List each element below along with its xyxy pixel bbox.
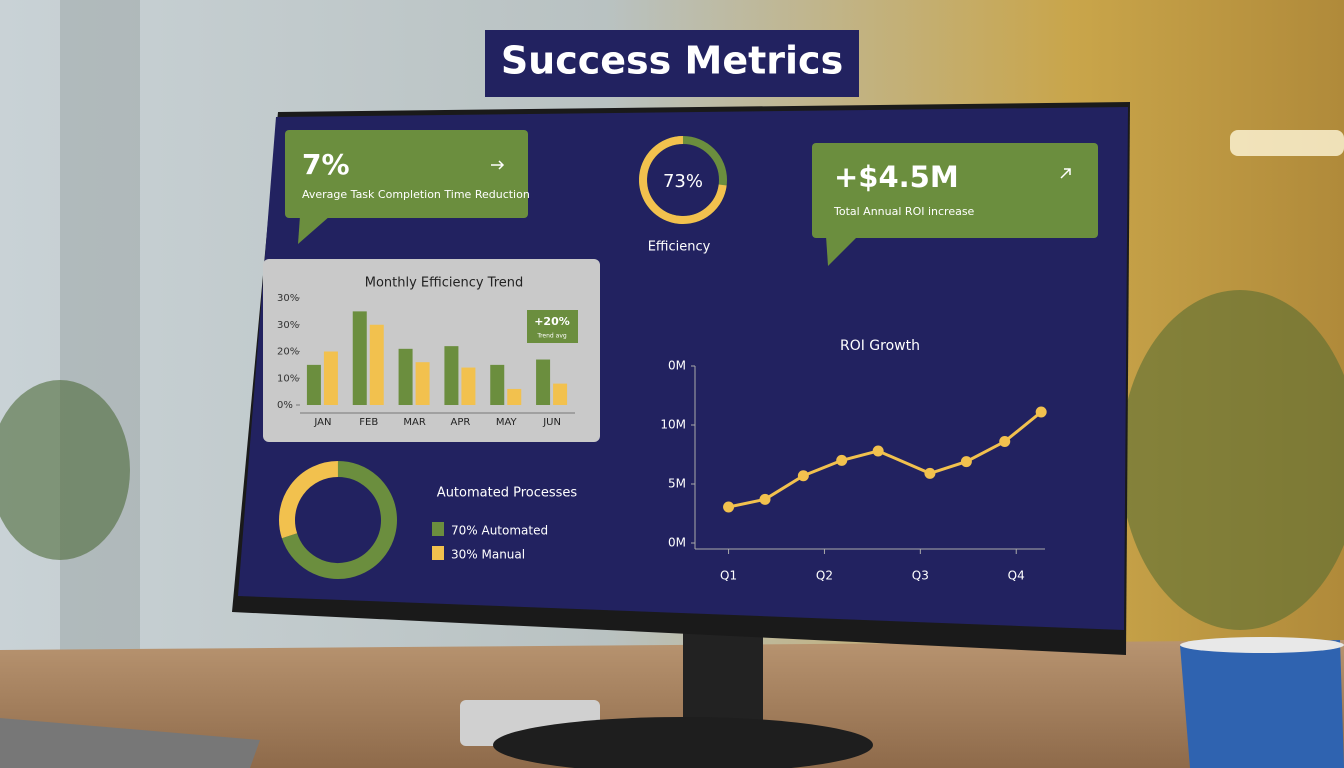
chart-title: ROI Growth	[840, 338, 920, 354]
y-tick-label: 10M	[660, 418, 686, 432]
annotation-value: +20%	[534, 315, 570, 328]
point	[1035, 406, 1047, 418]
x-tick-label: Q3	[912, 569, 929, 583]
y-tick-label: 0M	[668, 359, 686, 373]
point	[960, 456, 972, 468]
point	[723, 501, 735, 513]
bar	[553, 383, 568, 405]
x-tick-label: FEB	[359, 417, 378, 428]
desk	[0, 640, 1344, 768]
card-tail	[298, 216, 330, 244]
y-tick-label: 30%	[277, 320, 299, 331]
kpi-card	[285, 130, 528, 218]
arrow-icon	[1060, 168, 1071, 179]
bar	[490, 364, 505, 405]
chart-title: Monthly Efficiency Trend	[365, 276, 524, 291]
bar	[398, 348, 413, 405]
mug-rim	[1180, 637, 1344, 653]
plant	[0, 380, 130, 560]
x-tick-label: Q1	[720, 569, 737, 583]
bar	[507, 388, 522, 405]
arrow-icon	[491, 160, 505, 170]
y-tick-label: 0M	[668, 536, 686, 550]
x-tick-label: JAN	[313, 417, 331, 428]
legend-label: 30% Manual	[451, 548, 525, 562]
donut-slice	[281, 461, 397, 579]
point	[797, 470, 809, 482]
point	[924, 467, 936, 479]
window-frame	[60, 0, 140, 660]
x-tick-label: APR	[451, 417, 471, 428]
y-tick-label: 5M	[668, 477, 686, 491]
point	[759, 493, 771, 505]
bar	[444, 346, 459, 405]
kpi-label: Total Annual ROI increase	[833, 205, 975, 218]
annotation-box	[527, 310, 578, 343]
gauge-arc	[639, 136, 727, 224]
annotation-note: Trend avg	[536, 333, 567, 340]
y-tick-label: 30%	[277, 293, 299, 304]
plant	[1120, 290, 1344, 630]
mug	[1180, 640, 1344, 768]
bar	[415, 362, 430, 405]
header-bg	[485, 30, 859, 97]
donut-slice	[279, 461, 339, 539]
monitor-base	[493, 717, 873, 768]
kpi-value: 7%	[302, 148, 350, 181]
x-tick-label: Q2	[816, 569, 833, 583]
legend-label: 70% Automated	[451, 524, 548, 538]
kpi-label: Average Task Completion Time Reduction	[302, 188, 530, 201]
y-tick-label: 10%	[277, 373, 299, 384]
y-tick-label: 20%	[277, 347, 299, 358]
bar	[369, 324, 384, 405]
monitor-stand	[683, 630, 763, 730]
chart-title: Automated Processes	[437, 486, 578, 501]
point	[872, 445, 884, 457]
kpi-card	[812, 143, 1098, 238]
y-tick-label: 0%	[277, 400, 293, 411]
gauge-label: 73%	[663, 171, 703, 192]
point	[999, 436, 1011, 448]
gauge-caption: Efficiency	[648, 240, 711, 255]
bar	[536, 359, 551, 405]
point	[836, 454, 848, 466]
card-tail	[826, 236, 858, 266]
x-tick-label: Q4	[1008, 569, 1025, 583]
legend-swatch	[432, 522, 444, 536]
x-tick-label: JUN	[542, 417, 561, 428]
x-tick-label: MAR	[403, 417, 425, 428]
keyboard	[0, 718, 260, 768]
header-title: Success Metrics	[501, 39, 843, 83]
ceiling-light	[1230, 130, 1344, 156]
x-tick-label: MAY	[496, 417, 518, 428]
bar	[352, 311, 367, 405]
legend-swatch	[432, 546, 444, 560]
kpi-value: +$4.5M	[834, 160, 959, 194]
bar	[323, 351, 338, 405]
bar	[461, 367, 476, 405]
bar	[306, 364, 321, 405]
